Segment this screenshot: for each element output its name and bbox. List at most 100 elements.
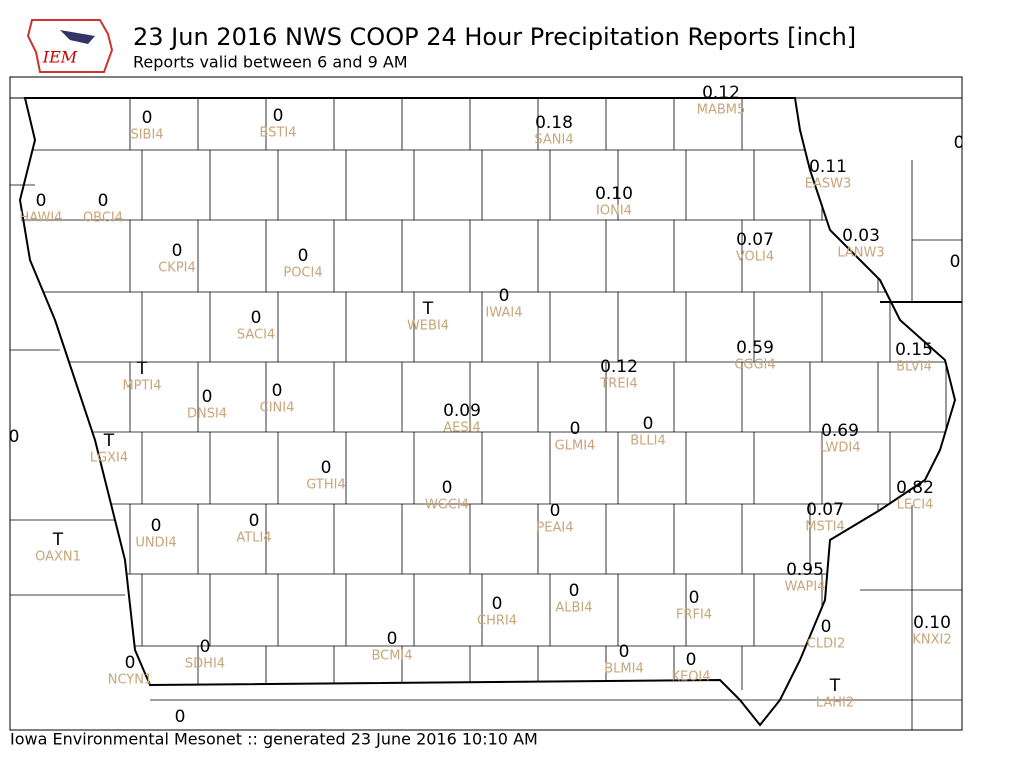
station-value: 0.03 bbox=[842, 226, 880, 246]
station-id: NCYN1 bbox=[108, 673, 153, 688]
station-value: 0.59 bbox=[736, 338, 774, 358]
station-value: T bbox=[103, 431, 115, 451]
station-id: VOLI4 bbox=[736, 250, 774, 265]
station-id: LWDI4 bbox=[819, 441, 860, 456]
station-id: KEOI4 bbox=[671, 670, 710, 685]
station-value: 0 bbox=[172, 241, 183, 261]
station-id: SIBI4 bbox=[130, 128, 163, 143]
station-value: 0.07 bbox=[806, 500, 844, 520]
station-value: 0.12 bbox=[600, 357, 638, 377]
station-value: 0 bbox=[643, 414, 654, 434]
station-id: CHRI4 bbox=[477, 614, 517, 629]
station-id: DNSI4 bbox=[187, 407, 227, 422]
station-id: CGGI4 bbox=[734, 358, 775, 373]
station-value: 0 bbox=[272, 381, 283, 401]
station-id: BCMI4 bbox=[371, 649, 412, 664]
station-id: PEAI4 bbox=[536, 521, 573, 536]
station-value: 0.12 bbox=[702, 83, 740, 103]
station-id: HAWI4 bbox=[20, 211, 63, 226]
station-id: KNXI2 bbox=[912, 633, 951, 648]
station-id: FRFI4 bbox=[676, 608, 712, 623]
subtitle: Reports valid between 6 and 9 AM bbox=[133, 53, 408, 72]
station-id: UNDI4 bbox=[135, 536, 176, 551]
station-value: 0 bbox=[200, 637, 211, 657]
station-id: CLDI2 bbox=[807, 637, 845, 652]
station-value: 0 bbox=[950, 252, 961, 272]
station-id: WGCI4 bbox=[425, 498, 469, 513]
station-value: 0 bbox=[249, 511, 260, 531]
station-id: BLMI4 bbox=[604, 662, 643, 677]
title: 23 Jun 2016 NWS COOP 24 Hour Precipitati… bbox=[133, 23, 856, 51]
station-value: 0.82 bbox=[896, 478, 934, 498]
station-value: 0 bbox=[98, 191, 109, 211]
station-value: 0 bbox=[686, 650, 697, 670]
station-id: ALBI4 bbox=[555, 601, 592, 616]
station-id: BLVI4 bbox=[896, 360, 932, 375]
station-id: IWAI4 bbox=[486, 306, 523, 321]
station-id: AESI4 bbox=[443, 421, 480, 436]
logo-text: IEM bbox=[42, 48, 78, 67]
station-value: 0 bbox=[492, 594, 503, 614]
station-value: T bbox=[52, 530, 64, 550]
state-border bbox=[18, 97, 957, 727]
outer-lines bbox=[10, 97, 962, 730]
station-value: 0.09 bbox=[443, 401, 481, 421]
station-id: MABM5 bbox=[697, 103, 746, 118]
station-id: OBCI4 bbox=[83, 211, 123, 226]
station-value: T bbox=[422, 299, 434, 319]
logo: IEM bbox=[26, 19, 114, 73]
station-id: ATLI4 bbox=[236, 531, 271, 546]
station-value: 0 bbox=[251, 308, 262, 328]
station-value: 0 bbox=[689, 588, 700, 608]
station-value: 0.95 bbox=[786, 560, 824, 580]
station-id: OAXN1 bbox=[35, 550, 81, 565]
station-id: WEBI4 bbox=[407, 319, 449, 334]
station-value: 0 bbox=[550, 501, 561, 521]
station-id: BLLI4 bbox=[630, 434, 666, 449]
station-id: IONI4 bbox=[596, 204, 632, 219]
station-value: 0 bbox=[387, 629, 398, 649]
station-id: GTHI4 bbox=[306, 478, 345, 493]
station-value: 0 bbox=[273, 106, 284, 126]
station-value: 0 bbox=[36, 191, 47, 211]
station-value: 0.11 bbox=[809, 157, 847, 177]
map-frame bbox=[9, 76, 963, 731]
station-value: 0.10 bbox=[595, 184, 633, 204]
station-value: 0 bbox=[9, 427, 20, 447]
station-value: 0.10 bbox=[913, 613, 951, 633]
station-value: 0 bbox=[821, 617, 832, 637]
station-id: TREI4 bbox=[599, 377, 637, 392]
footer: Iowa Environmental Mesonet :: generated … bbox=[10, 730, 538, 749]
station-id: WAPI4 bbox=[785, 580, 826, 595]
station-value: 0 bbox=[151, 516, 162, 536]
station-value: 0 bbox=[298, 246, 309, 266]
station-id: MPTI4 bbox=[122, 379, 161, 394]
station-id: LECI4 bbox=[897, 498, 934, 513]
station-id: SANI4 bbox=[534, 133, 573, 148]
station-id: LAHI2 bbox=[816, 696, 854, 711]
station-value: 0.15 bbox=[895, 340, 933, 360]
station-value: 0 bbox=[569, 581, 580, 601]
station-id: SDHI4 bbox=[185, 657, 225, 672]
station-id: LANW3 bbox=[837, 246, 884, 261]
station-value: 0.69 bbox=[821, 421, 859, 441]
station-value: 0 bbox=[202, 387, 213, 407]
station-value: T bbox=[136, 359, 148, 379]
station-value: 0 bbox=[125, 653, 136, 673]
station-id: GLMI4 bbox=[555, 439, 596, 454]
station-value: 0 bbox=[442, 478, 453, 498]
station-value: 0 bbox=[175, 707, 186, 727]
station-id: CKPI4 bbox=[158, 261, 196, 276]
station-value: 0 bbox=[142, 108, 153, 128]
station-value: 0 bbox=[570, 419, 581, 439]
station-value: 0 bbox=[499, 286, 510, 306]
station-value: 0.18 bbox=[535, 113, 573, 133]
station-value: 0 bbox=[321, 458, 332, 478]
station-id: EASW3 bbox=[805, 177, 851, 192]
station-value: 0 bbox=[619, 642, 630, 662]
station-id: MSTI4 bbox=[805, 520, 845, 535]
station-value: 0 bbox=[954, 133, 965, 153]
